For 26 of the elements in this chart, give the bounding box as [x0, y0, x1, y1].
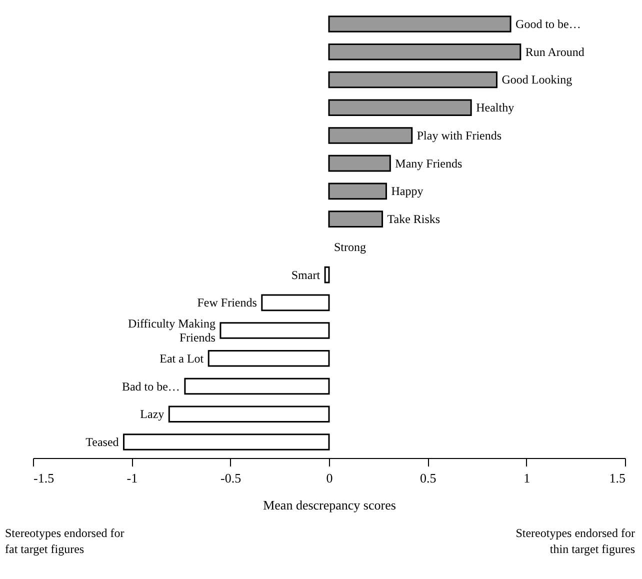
- x-tick-label: 1: [524, 470, 530, 486]
- text: Stereotypes endorsed for fat target figures: [5, 526, 124, 556]
- x-axis-title: Mean descrepancy scores: [263, 498, 396, 512]
- x-tick-label: -0.5: [220, 470, 242, 486]
- y-tick-label: Take Risks: [387, 212, 440, 226]
- y-tick-label: Difficulty Making Friends: [128, 316, 216, 345]
- y-tick-label: Good to be…: [516, 17, 581, 32]
- y-tick-label: Healthy: [476, 100, 514, 115]
- y-tick-label: Good Looking: [502, 72, 572, 87]
- x-tick-label: -1: [126, 470, 138, 486]
- y-tick-label: Strong: [334, 240, 366, 254]
- x-tick-label: 1.5: [609, 470, 626, 486]
- x-tick-label: 0.5: [420, 470, 436, 486]
- text: Stereotypes endorsed for thin target figures: [516, 526, 636, 556]
- x-tick-label: -1.5: [34, 470, 54, 486]
- y-tick-label: Eat a Lot: [160, 351, 204, 366]
- y-tick-label: Teased: [86, 434, 119, 449]
- y-tick-label: Bad to be…: [122, 379, 180, 394]
- x-tick-label: 0: [326, 470, 333, 486]
- y-tick-label: Happy: [391, 184, 424, 198]
- y-tick-label: Lazy: [140, 407, 164, 422]
- y-tick-label: Smart: [291, 268, 321, 282]
- y-tick-label: Many Friends: [395, 156, 462, 170]
- y-tick-label: Few Friends: [197, 296, 258, 310]
- y-tick-label: Run Around: [525, 44, 584, 59]
- y-tick-label: Play with Friends: [416, 128, 502, 142]
